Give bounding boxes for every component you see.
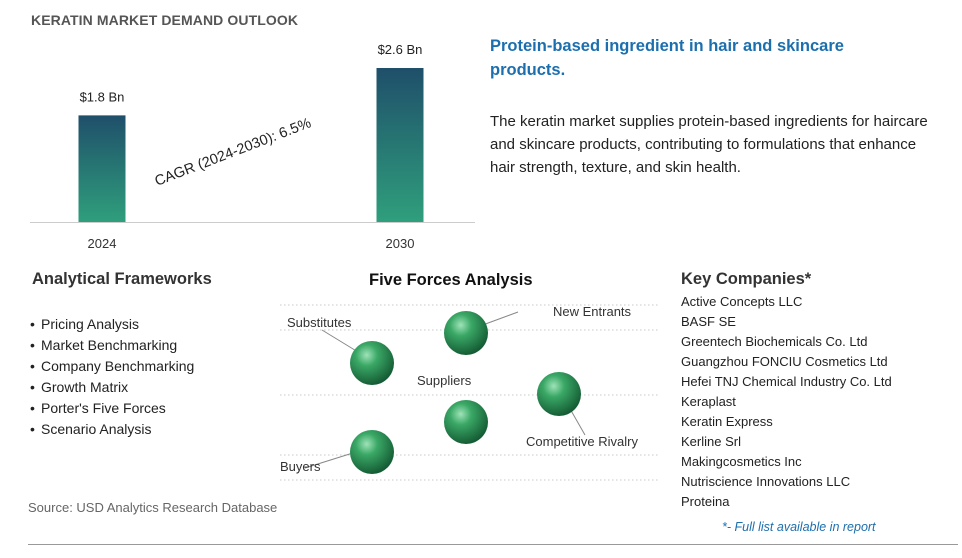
- sphere-competitive-rivalry: [537, 372, 581, 416]
- sphere-new-entrants: [444, 311, 488, 355]
- framework-item: Scenario Analysis: [30, 419, 194, 440]
- framework-item: Market Benchmarking: [30, 335, 194, 356]
- frameworks-list: Pricing Analysis Market Benchmarking Com…: [30, 314, 194, 440]
- company-item: BASF SE: [681, 314, 736, 329]
- key-companies-list: Active Concepts LLC BASF SE Greentech Bi…: [681, 292, 892, 512]
- company-item: Greentech Biochemicals Co. Ltd: [681, 334, 868, 349]
- force-label-new-entrants: New Entrants: [553, 304, 632, 319]
- cagr-annotation: CAGR (2024-2030): 6.5%: [153, 115, 314, 189]
- company-item: Makingcosmetics Inc: [681, 454, 802, 469]
- framework-item: Company Benchmarking: [30, 356, 194, 377]
- dotted-guide-lines: [280, 304, 660, 481]
- sphere-suppliers: [444, 400, 488, 444]
- company-item: Nutriscience Innovations LLC: [681, 474, 851, 489]
- company-item: Keraplast: [681, 394, 736, 409]
- source-note: Source: USD Analytics Research Database: [28, 500, 278, 515]
- data-label: $2.6 Bn: [378, 42, 423, 57]
- company-item: Active Concepts LLC: [681, 294, 803, 309]
- force-label-substitutes: Substitutes: [287, 315, 352, 330]
- framework-item: Growth Matrix: [30, 377, 194, 398]
- framework-item: Pricing Analysis: [30, 314, 194, 335]
- chart-title: KERATIN MARKET DEMAND OUTLOOK: [31, 12, 299, 28]
- companies-footnote: *- Full list available in report: [722, 520, 876, 534]
- company-item: Hefei TNJ Chemical Industry Co. Ltd: [681, 374, 892, 389]
- key-companies-title: Key Companies*: [681, 270, 812, 288]
- force-label-suppliers: Suppliers: [417, 373, 472, 388]
- description: The keratin market supplies protein-base…: [490, 113, 928, 176]
- frameworks-title: Analytical Frameworks: [32, 270, 212, 288]
- x-tick-label: 2024: [88, 236, 117, 251]
- five-forces-title: Five Forces Analysis: [369, 271, 533, 289]
- bar-chart: $1.8 Bn 2024 $2.6 Bn 2030 CAGR (2024-2030): …: [30, 42, 475, 251]
- sphere-substitutes: [350, 341, 394, 385]
- headline: Protein-based ingredient in hair and ski…: [490, 37, 844, 79]
- company-item: Keratin Express: [681, 414, 773, 429]
- framework-item: Porter's Five Forces: [30, 398, 194, 419]
- bottom-divider: [28, 544, 958, 545]
- bar-2030: [376, 68, 424, 222]
- bar-2024: [78, 115, 126, 222]
- x-tick-label: 2030: [386, 236, 415, 251]
- sphere-buyers: [350, 430, 394, 474]
- data-label: $1.8 Bn: [80, 89, 125, 104]
- force-label-competitive-rivalry: Competitive Rivalry: [526, 434, 638, 449]
- company-item: Kerline Srl: [681, 434, 741, 449]
- force-label-buyers: Buyers: [280, 459, 321, 474]
- company-item: Proteina: [681, 494, 730, 509]
- company-item: Guangzhou FONCIU Cosmetics Ltd: [681, 354, 888, 369]
